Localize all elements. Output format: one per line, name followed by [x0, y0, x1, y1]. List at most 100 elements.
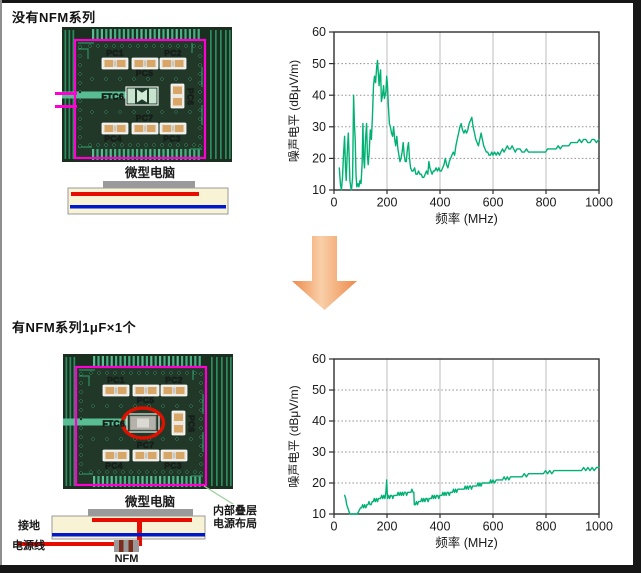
via	[129, 470, 133, 474]
ground-layer	[52, 533, 205, 537]
pad	[163, 387, 172, 394]
ftc6-nfm-center	[137, 418, 149, 428]
via	[79, 471, 83, 475]
ftc6-pattern	[137, 89, 147, 103]
via	[199, 426, 203, 430]
via	[119, 437, 123, 441]
via	[175, 404, 179, 408]
ic-lead	[172, 356, 175, 367]
frame-top	[0, 0, 641, 3]
via	[189, 437, 193, 441]
pad	[176, 387, 185, 394]
noise-trace	[338, 59, 600, 191]
pcb-label-pc7: PC7	[137, 440, 154, 450]
pcb-photo-with-nfm-svg: PC1 PC5 PC2 FTC6 PC6 PC7 PC4 PC3	[63, 354, 233, 489]
ic-lead	[175, 29, 178, 40]
via	[128, 143, 132, 147]
ic-lead	[198, 356, 201, 367]
pad	[134, 60, 143, 67]
nfm-label: NFM	[115, 553, 139, 565]
ic-lead	[162, 149, 165, 160]
ftc6-callout-line-1	[55, 92, 77, 95]
via	[137, 470, 141, 474]
trace-vertical	[210, 30, 212, 159]
pad	[117, 125, 126, 132]
nfm-component	[114, 540, 139, 552]
y-tick-label: 20	[312, 476, 326, 490]
y-tick-label: 60	[312, 25, 326, 39]
ic-lead	[166, 29, 169, 40]
ic-lead	[115, 476, 118, 487]
ftc6-pad	[127, 88, 135, 104]
ic-lead	[97, 356, 100, 367]
frame-left	[0, 0, 2, 573]
via	[105, 404, 109, 408]
x-tick-label: 600	[483, 520, 504, 534]
via	[96, 44, 100, 48]
via	[146, 110, 150, 114]
pcb-label-pc6: PC6	[187, 415, 197, 432]
ic-lead	[109, 29, 112, 40]
via	[121, 470, 125, 474]
ic-lead	[162, 29, 165, 40]
ic-lead	[145, 356, 148, 367]
pad	[147, 60, 156, 67]
ftc6-feed-trace	[63, 418, 127, 426]
via	[160, 77, 164, 81]
pcb-label-pc1: PC1	[107, 375, 124, 385]
via	[96, 143, 100, 147]
via	[105, 437, 109, 441]
via	[97, 470, 101, 474]
x-tick-label: 1000	[585, 520, 613, 534]
ic-lead	[110, 476, 113, 487]
y-tick-label: 50	[312, 57, 326, 71]
ic-lead	[193, 149, 196, 160]
ic-lead	[132, 476, 135, 487]
via	[145, 371, 149, 375]
via	[78, 81, 82, 85]
via	[144, 143, 148, 147]
ground-layer	[70, 205, 226, 209]
ic-lead	[137, 356, 140, 367]
via	[112, 44, 116, 48]
via	[79, 417, 83, 421]
via	[104, 143, 108, 147]
ic-lead	[105, 149, 108, 160]
ic-lead	[171, 29, 174, 40]
via	[199, 390, 203, 394]
inner-layer-label-line2: 电源布局	[213, 516, 257, 530]
pad	[174, 413, 183, 421]
y-tick-label: 40	[312, 414, 326, 428]
via	[137, 371, 141, 375]
via	[89, 371, 93, 375]
via	[78, 45, 82, 49]
via	[91, 404, 95, 408]
ic-lead	[93, 476, 96, 487]
component-body	[144, 452, 148, 459]
pcb-label-pc4: PC4	[104, 134, 121, 144]
pad	[175, 125, 184, 132]
pcb-label-pc2: PC2	[165, 375, 182, 385]
via	[177, 371, 181, 375]
plot-border	[333, 31, 600, 191]
via	[198, 135, 202, 139]
via	[78, 63, 82, 67]
via	[105, 371, 109, 375]
pcb-substrate	[67, 187, 229, 215]
via	[78, 99, 82, 103]
component-body	[171, 60, 175, 67]
ic-lead	[101, 476, 104, 487]
ic-lead	[159, 356, 162, 367]
via	[112, 143, 116, 147]
via	[78, 72, 82, 76]
via	[198, 108, 202, 112]
component-body	[113, 60, 117, 67]
ic-lead	[154, 356, 157, 367]
via	[161, 404, 165, 408]
ic-lead	[188, 29, 191, 40]
via	[177, 470, 181, 474]
component-body	[172, 452, 176, 459]
ic-lead	[185, 476, 188, 487]
